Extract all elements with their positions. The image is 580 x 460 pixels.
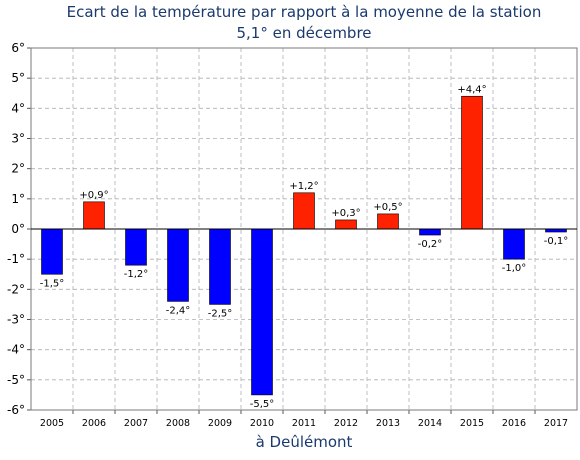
data-label-2009: -2,5° — [208, 308, 233, 319]
x-tick-label: 2009 — [208, 418, 232, 429]
bar-2007 — [125, 228, 147, 266]
chart-subtitle: 5,1° en décembre — [236, 24, 371, 42]
x-tick-label: 2008 — [166, 418, 190, 429]
data-label-2016: -1,0° — [502, 263, 527, 274]
x-axis-title: à Deûlémont — [256, 433, 353, 451]
y-axis: 6° 5° 4° 3° 2° 1° 0° -1° -2° -3° -4° -5° -6° — [7, 41, 31, 417]
bar-2016 — [503, 228, 525, 260]
bar-2006 — [83, 201, 105, 230]
x-tick-label: 2013 — [376, 418, 400, 429]
y-tick-label: 0° — [11, 222, 25, 236]
bar-2012 — [335, 219, 357, 230]
chart-title: Ecart de la température par rapport à la… — [67, 3, 542, 21]
data-label-2015: +4,4° — [457, 84, 486, 95]
x-tick-label: 2006 — [82, 418, 106, 429]
x-axis: 2005 2006 2007 2008 2009 2010 2011 2012 2013 2014… — [40, 410, 568, 429]
bar-2014 — [419, 228, 441, 236]
data-label-2013: +0,5° — [373, 202, 402, 213]
y-tick-label: -1° — [7, 252, 25, 266]
bar-2015 — [461, 95, 483, 230]
bar-2013 — [377, 213, 399, 230]
data-label-2008: -2,4° — [166, 305, 191, 316]
x-tick-label: 2011 — [292, 418, 316, 429]
y-tick-label: 4° — [11, 101, 25, 115]
data-label-2007: -1,2° — [124, 269, 149, 280]
data-label-2011: +1,2° — [289, 181, 318, 192]
data-label-2014: -0,2° — [418, 239, 443, 250]
y-tick-label: 3° — [11, 132, 25, 146]
y-tick-label: -6° — [7, 403, 25, 417]
x-tick-label: 2010 — [250, 418, 274, 429]
y-tick-label: 2° — [11, 162, 25, 176]
y-tick-label: -4° — [7, 343, 25, 357]
y-tick-label: -2° — [7, 282, 25, 296]
bar-2010 — [251, 228, 273, 396]
y-tick-label: 1° — [11, 192, 25, 206]
y-tick-label: 5° — [11, 71, 25, 85]
data-label-2005: -1,5° — [40, 278, 65, 289]
y-tick-label: -5° — [7, 373, 25, 387]
data-label-2012: +0,3° — [331, 208, 360, 219]
x-tick-label: 2016 — [502, 418, 526, 429]
x-tick-label: 2005 — [40, 418, 64, 429]
y-tick-label: -3° — [7, 313, 25, 327]
data-label-2017: -0,1° — [544, 236, 569, 247]
x-tick-label: 2017 — [544, 418, 568, 429]
data-label-2010: -5,5° — [250, 399, 275, 410]
x-tick-label: 2014 — [418, 418, 442, 429]
bar-2011 — [293, 192, 315, 230]
x-tick-label: 2012 — [334, 418, 358, 429]
bar-series — [41, 95, 567, 396]
data-labels: -1,5° +0,9° -1,2° -2,4° -2,5° -5,5° +1,2° +0,3°… — [40, 84, 569, 410]
x-tick-label: 2007 — [124, 418, 148, 429]
bar-2008 — [167, 228, 189, 302]
bar-2009 — [209, 228, 231, 305]
x-tick-label: 2015 — [460, 418, 484, 429]
y-tick-label: 6° — [11, 41, 25, 55]
bar-2005 — [41, 228, 63, 275]
data-label-2006: +0,9° — [79, 190, 108, 201]
